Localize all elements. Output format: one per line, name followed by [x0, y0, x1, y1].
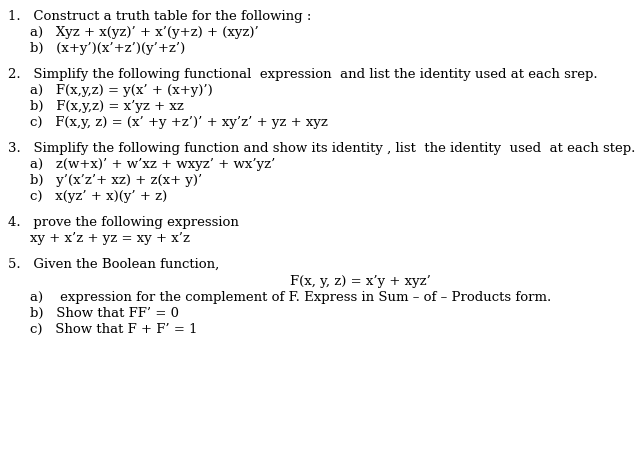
Text: F(x, y, z) = x’y + xyz’: F(x, y, z) = x’y + xyz’ [290, 275, 431, 288]
Text: b)   y’(x’z’+ xz) + z(x+ y)’: b) y’(x’z’+ xz) + z(x+ y)’ [30, 174, 203, 187]
Text: a)    expression for the complement of F. Express in Sum – of – Products form.: a) expression for the complement of F. E… [30, 291, 551, 304]
Text: b)   (x+y’)(x’+z’)(y’+z’): b) (x+y’)(x’+z’)(y’+z’) [30, 42, 185, 55]
Text: 1.   Construct a truth table for the following :: 1. Construct a truth table for the follo… [8, 10, 311, 23]
Text: b)   Show that FF’ = 0: b) Show that FF’ = 0 [30, 307, 179, 320]
Text: a)   Xyz + x(yz)’ + x’(y+z) + (xyz)’: a) Xyz + x(yz)’ + x’(y+z) + (xyz)’ [30, 26, 258, 39]
Text: 4.   prove the following expression: 4. prove the following expression [8, 216, 239, 229]
Text: c)   x(yz’ + x)(y’ + z): c) x(yz’ + x)(y’ + z) [30, 190, 167, 203]
Text: 2.   Simplify the following functional  expression  and list the identity used a: 2. Simplify the following functional exp… [8, 68, 597, 81]
Text: c)   Show that F + F’ = 1: c) Show that F + F’ = 1 [30, 323, 197, 336]
Text: xy + x’z + yz = xy + x’z: xy + x’z + yz = xy + x’z [30, 232, 190, 245]
Text: 5.   Given the Boolean function,: 5. Given the Boolean function, [8, 258, 219, 271]
Text: c)   F(x,y, z) = (x’ +y +z’)’ + xy’z’ + yz + xyz: c) F(x,y, z) = (x’ +y +z’)’ + xy’z’ + yz… [30, 116, 328, 129]
Text: b)   F(x,y,z) = x’yz + xz: b) F(x,y,z) = x’yz + xz [30, 100, 184, 113]
Text: a)   F(x,y,z) = y(x’ + (x+y)’): a) F(x,y,z) = y(x’ + (x+y)’) [30, 84, 213, 97]
Text: a)   z(w+x)’ + w’xz + wxyz’ + wx’yz’: a) z(w+x)’ + w’xz + wxyz’ + wx’yz’ [30, 158, 275, 171]
Text: 3.   Simplify the following function and show its identity , list  the identity : 3. Simplify the following function and s… [8, 142, 635, 155]
